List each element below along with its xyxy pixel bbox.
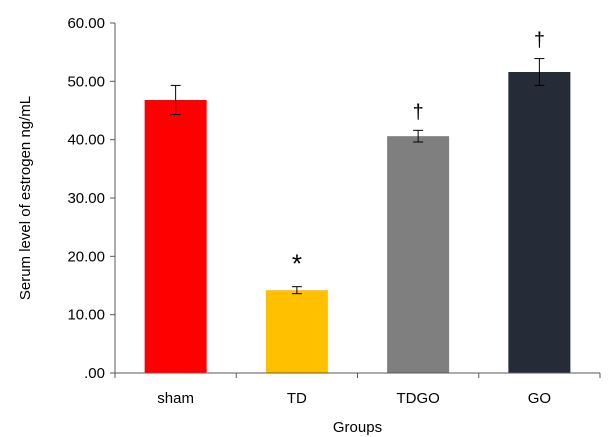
y-tick-label: 20.00 (67, 248, 105, 265)
y-tick-label: 50.00 (67, 73, 105, 90)
bar-sham (145, 100, 207, 373)
significance-marker-td: * (292, 249, 302, 279)
y-tick-label: 40.00 (67, 132, 105, 149)
y-tick-label: 30.00 (67, 190, 105, 207)
x-tick-label-tdgo: TDGO (396, 390, 439, 407)
bar-go (508, 72, 570, 373)
y-axis-title: Serum level of estrogen ng/mL (17, 96, 34, 300)
bar-tdgo (387, 136, 449, 373)
x-tick-label-td: TD (287, 390, 307, 407)
x-tick-label-go: GO (528, 390, 551, 407)
y-tick-label: 10.00 (67, 307, 105, 324)
bar-td (266, 290, 328, 373)
x-axis-title: Groups (333, 419, 382, 436)
y-tick-label: .00 (84, 365, 105, 382)
y-tick-label: 60.00 (67, 15, 105, 32)
significance-marker-tdgo: † (413, 101, 424, 123)
significance-marker-go: † (534, 30, 545, 52)
x-tick-label-sham: sham (157, 390, 194, 407)
